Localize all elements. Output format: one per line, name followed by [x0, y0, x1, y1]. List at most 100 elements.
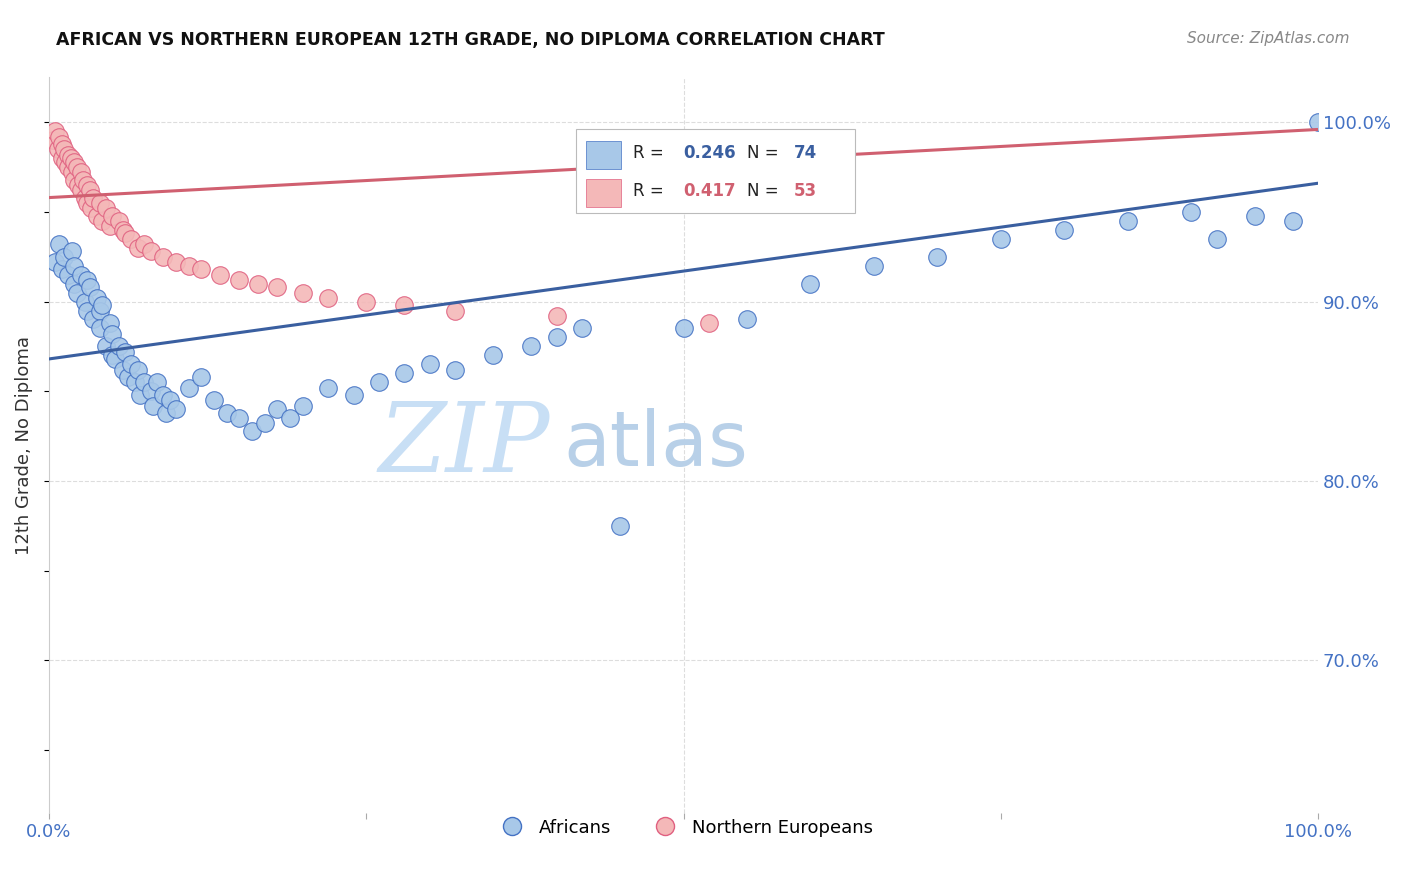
Point [444, 303, 467, 318]
Point [86, 209, 108, 223]
Text: Source: ZipAtlas.com: Source: ZipAtlas.com [1187, 31, 1350, 46]
Point [444, 362, 467, 376]
Point [863, 259, 886, 273]
Point [121, 232, 143, 246]
Point [165, 255, 187, 269]
Point [80, 202, 103, 216]
Point [79, 183, 101, 197]
Point [114, 227, 136, 241]
Point [63, 277, 86, 291]
Point [82, 312, 104, 326]
Point [69, 183, 91, 197]
Point [66, 285, 89, 300]
Point [799, 277, 821, 291]
Point [48, 129, 70, 144]
Point [266, 402, 288, 417]
Point [356, 294, 378, 309]
Text: 53: 53 [794, 182, 817, 200]
Point [48, 237, 70, 252]
Point [91, 214, 114, 228]
Text: N =: N = [747, 182, 785, 200]
Point [101, 209, 124, 223]
Point [139, 244, 162, 259]
Point [46, 142, 69, 156]
Point [990, 232, 1012, 246]
Text: 0.417: 0.417 [683, 182, 737, 200]
Point [117, 370, 139, 384]
Point [76, 303, 98, 318]
Text: R =: R = [633, 182, 669, 200]
Point [94, 202, 117, 216]
Point [111, 223, 134, 237]
Point [114, 344, 136, 359]
Point [368, 376, 391, 390]
Point [127, 362, 149, 376]
Point [56, 147, 79, 161]
Point [101, 348, 124, 362]
Point [60, 244, 83, 259]
Point [609, 518, 631, 533]
Point [142, 399, 165, 413]
Point [67, 178, 90, 192]
Point [253, 417, 276, 431]
Point [215, 406, 238, 420]
Point [228, 411, 250, 425]
Point [266, 280, 288, 294]
Point [73, 190, 96, 204]
Point [134, 237, 156, 252]
Point [73, 294, 96, 309]
Point [89, 321, 111, 335]
Point [278, 411, 301, 425]
Point [177, 259, 200, 273]
Point [63, 172, 86, 186]
Point [63, 154, 86, 169]
FancyBboxPatch shape [586, 179, 621, 207]
Point [520, 339, 543, 353]
Point [394, 298, 416, 312]
FancyBboxPatch shape [575, 129, 855, 213]
Point [672, 321, 695, 335]
Point [139, 384, 162, 399]
Point [53, 142, 76, 156]
Point [482, 348, 505, 362]
Point [66, 160, 89, 174]
Text: ZIP: ZIP [380, 398, 550, 492]
Point [91, 298, 114, 312]
Point [1308, 115, 1330, 129]
Point [316, 381, 339, 395]
Point [82, 190, 104, 204]
Point [51, 262, 73, 277]
Text: R =: R = [633, 144, 669, 161]
Point [101, 326, 124, 341]
Point [394, 366, 416, 380]
Point [59, 151, 82, 165]
Point [79, 280, 101, 294]
Point [107, 214, 129, 228]
Point [51, 151, 73, 165]
Point [342, 388, 364, 402]
Point [111, 362, 134, 376]
Point [44, 124, 66, 138]
Point [76, 196, 98, 211]
Point [571, 321, 593, 335]
Text: AFRICAN VS NORTHERN EUROPEAN 12TH GRADE, NO DIPLOMA CORRELATION CHART: AFRICAN VS NORTHERN EUROPEAN 12TH GRADE,… [56, 31, 884, 49]
Point [190, 262, 212, 277]
Point [228, 273, 250, 287]
Point [152, 388, 174, 402]
Point [735, 312, 758, 326]
Point [240, 424, 263, 438]
Point [546, 330, 568, 344]
Point [546, 309, 568, 323]
Point [89, 303, 111, 318]
Point [165, 402, 187, 417]
Point [419, 357, 441, 371]
Text: N =: N = [747, 144, 785, 161]
FancyBboxPatch shape [586, 141, 621, 169]
Point [1205, 232, 1227, 246]
Point [291, 399, 314, 413]
Point [44, 255, 66, 269]
Point [159, 393, 181, 408]
Text: atlas: atlas [562, 408, 748, 482]
Point [51, 136, 73, 151]
Point [89, 196, 111, 211]
